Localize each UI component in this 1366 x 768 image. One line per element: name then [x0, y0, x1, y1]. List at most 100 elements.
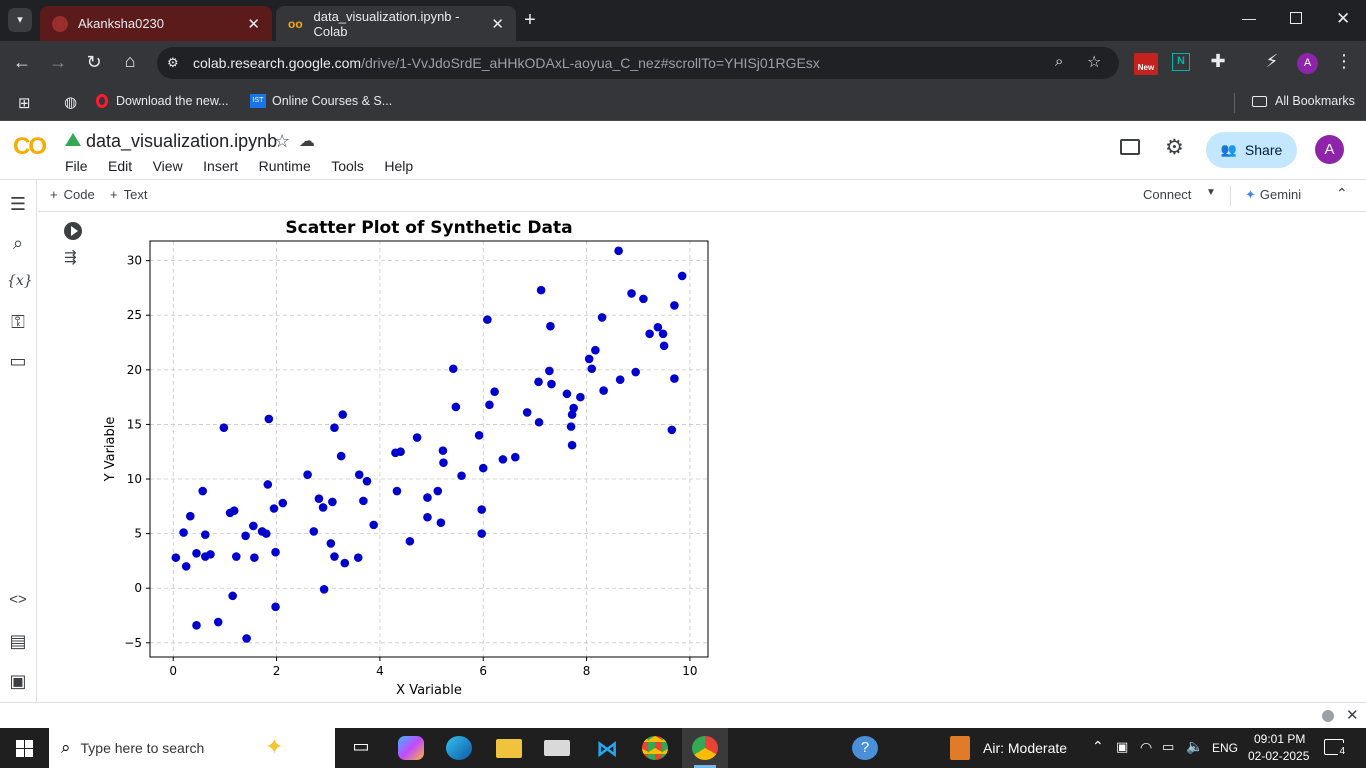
add-code-button[interactable]: + Code: [50, 187, 95, 202]
language-indicator[interactable]: ENG: [1212, 741, 1239, 755]
window-close-icon[interactable]: ✕: [1336, 9, 1351, 28]
menu-view[interactable]: View: [152, 158, 183, 174]
site-info-icon[interactable]: ⚙: [167, 55, 179, 70]
zoom-icon[interactable]: ⌕: [1055, 53, 1064, 70]
scatter-point: [328, 497, 337, 507]
bookmark-star-icon[interactable]: ☆: [1087, 54, 1102, 71]
weather-text[interactable]: Air: Moderate: [983, 740, 1068, 756]
menu-insert[interactable]: Insert: [203, 158, 239, 174]
edge-icon[interactable]: [446, 736, 472, 760]
bookmark-download[interactable]: Download the new...: [96, 94, 229, 108]
table-of-contents-icon[interactable]: ☰: [9, 194, 27, 214]
taskbar-search-box[interactable]: ⌕ Type here to search ✦: [49, 728, 335, 768]
help-icon[interactable]: ?: [852, 736, 878, 760]
all-bookmarks-button[interactable]: All Bookmarks: [1252, 94, 1355, 108]
chrome-icon[interactable]: [642, 736, 668, 760]
menu-file[interactable]: File: [65, 158, 88, 174]
tray-meet-icon[interactable]: ▣: [1116, 739, 1129, 754]
home-icon[interactable]: ⌂: [124, 51, 136, 71]
extension-new-icon[interactable]: New: [1134, 53, 1158, 75]
close-icon[interactable]: ✕: [247, 15, 260, 33]
clock-date[interactable]: 02-02-2025: [1248, 749, 1310, 763]
restore-icon[interactable]: [1290, 12, 1302, 24]
globe-icon[interactable]: ◍: [64, 94, 78, 111]
menu-runtime[interactable]: Runtime: [258, 158, 311, 174]
copilot-app-icon[interactable]: [398, 736, 424, 760]
bookmark-courses[interactable]: IST Online Courses & S...: [250, 94, 392, 108]
task-view-icon[interactable]: ▭: [352, 736, 370, 756]
reload-icon[interactable]: ↻: [86, 52, 102, 72]
scatter-point: [485, 400, 494, 410]
scatter-point: [584, 354, 594, 364]
notification-count: 4: [1338, 743, 1346, 761]
file-explorer-icon[interactable]: [496, 739, 522, 758]
share-button[interactable]: 👥 Share: [1206, 132, 1297, 168]
connect-button[interactable]: Connect: [1143, 187, 1191, 202]
browser-tab-colab[interactable]: oo data_visualization.ipynb - Colab ✕: [276, 6, 516, 41]
scatter-point: [498, 455, 508, 464]
battery-icon[interactable]: ▭: [1162, 739, 1175, 754]
user-avatar[interactable]: A: [1315, 135, 1344, 164]
performance-icon[interactable]: ⚡: [1265, 51, 1279, 71]
menu-bar: File Edit View Insert Runtime Tools Help: [65, 158, 429, 176]
settings-gear-icon[interactable]: ⚙: [1165, 136, 1184, 159]
menu-help[interactable]: Help: [384, 158, 414, 174]
connect-dropdown-icon[interactable]: ▼: [1206, 187, 1216, 198]
windows-start-icon[interactable]: [16, 740, 33, 757]
extension-n-icon[interactable]: N: [1172, 53, 1190, 71]
volume-icon[interactable]: 🔈: [1186, 738, 1204, 754]
variables-icon[interactable]: {x}: [7, 273, 33, 289]
search-icon[interactable]: ⌕: [12, 233, 24, 253]
tab-search-button[interactable]: ▾: [8, 8, 32, 32]
minimize-icon[interactable]: —: [1242, 10, 1256, 26]
back-icon[interactable]: ←: [13, 52, 31, 72]
drive-icon[interactable]: [65, 133, 81, 146]
scatter-point: [615, 375, 625, 384]
vscode-icon[interactable]: ⋈: [596, 736, 618, 761]
chrome-active-icon[interactable]: [692, 736, 718, 760]
new-tab-icon[interactable]: +: [524, 9, 536, 31]
star-icon[interactable]: ☆: [274, 131, 291, 151]
profile-avatar[interactable]: A: [1297, 53, 1318, 74]
mail-icon[interactable]: [544, 740, 570, 756]
notification-center-icon[interactable]: 4: [1324, 739, 1346, 761]
divider: [1230, 186, 1231, 206]
menu-edit[interactable]: Edit: [108, 158, 133, 174]
notebook-title[interactable]: data_visualization.ipynb: [86, 131, 278, 151]
extensions-puzzle-icon[interactable]: ✚: [1210, 51, 1226, 71]
browser-menu-icon[interactable]: ⋮: [1335, 51, 1353, 71]
close-icon[interactable]: ✕: [491, 15, 504, 33]
scatter-point: [192, 621, 201, 630]
scatter-point: [181, 562, 191, 571]
close-status-icon[interactable]: ✕: [1346, 707, 1359, 724]
wifi-icon[interactable]: ◠: [1140, 739, 1153, 755]
scatter-point: [362, 476, 372, 486]
code-snippets-icon[interactable]: <>: [9, 591, 27, 608]
apps-grid-icon[interactable]: ⊞: [18, 95, 31, 112]
scatter-point: [249, 521, 258, 531]
browser-tab-github[interactable]: Akanksha0230 ✕: [40, 6, 272, 41]
menu-tools[interactable]: Tools: [331, 158, 364, 174]
scatter-point: [627, 289, 636, 298]
forward-icon[interactable]: →: [49, 52, 67, 72]
run-cell-icon[interactable]: [64, 222, 82, 240]
scatter-point: [353, 553, 363, 562]
scatter-point: [597, 313, 607, 322]
collapse-chevron-icon[interactable]: ⌃: [1336, 185, 1348, 201]
files-folder-icon[interactable]: ▭: [9, 351, 27, 371]
clock-time[interactable]: 09:01 PM: [1254, 732, 1306, 746]
command-palette-icon[interactable]: ▤: [9, 631, 27, 651]
output-options-icon[interactable]: ⇶: [64, 249, 77, 266]
address-bar[interactable]: ⚙ colab.research.google.com/drive/1-VvJd…: [157, 47, 1119, 79]
colab-logo[interactable]: CO: [13, 133, 47, 161]
scatter-point: [369, 520, 379, 530]
cloud-icon[interactable]: ☁: [299, 133, 315, 150]
add-text-button[interactable]: + Text: [110, 187, 147, 202]
terminal-icon[interactable]: ▣: [9, 671, 27, 691]
tray-chevron-icon[interactable]: ⌃: [1092, 738, 1104, 754]
air-quality-icon[interactable]: [950, 736, 970, 760]
gemini-button[interactable]: ✦ Gemini: [1245, 187, 1301, 203]
comments-icon[interactable]: [1120, 139, 1140, 155]
scatter-point: [448, 364, 458, 374]
secrets-key-icon[interactable]: ⚿: [11, 312, 25, 332]
